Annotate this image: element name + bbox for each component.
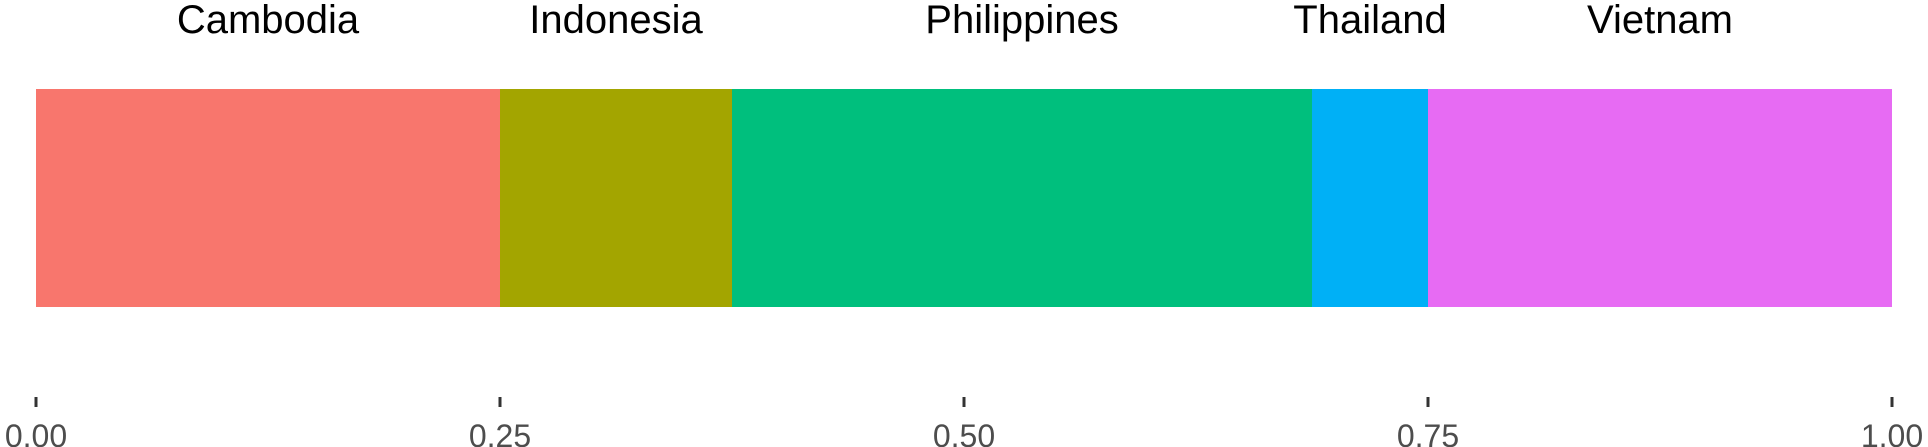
category-label-thailand: Thailand xyxy=(1293,0,1446,42)
category-label-indonesia: Indonesia xyxy=(529,0,703,42)
category-label-vietnam: Vietnam xyxy=(1587,0,1733,42)
bar-segment-cambodia xyxy=(36,89,500,307)
bar-segments xyxy=(36,89,1892,307)
category-label-cambodia: Cambodia xyxy=(177,0,360,42)
bar-segment-philippines xyxy=(732,89,1312,307)
x-axis: 0.00 0.25 0.50 0.75 1.00 xyxy=(5,397,1923,447)
x-tick-label: 0.00 xyxy=(5,418,67,447)
x-tick-label: 0.50 xyxy=(933,418,995,447)
bar-segment-vietnam xyxy=(1428,89,1892,307)
category-label-philippines: Philippines xyxy=(925,0,1118,42)
bar-segment-thailand xyxy=(1312,89,1428,307)
x-tick-label: 1.00 xyxy=(1861,418,1923,447)
x-tick-label: 0.25 xyxy=(469,418,531,447)
category-labels: Cambodia Indonesia Philippines Thailand Viet… xyxy=(177,0,1733,42)
bar-segment-indonesia xyxy=(500,89,732,307)
x-tick-label: 0.75 xyxy=(1397,418,1459,447)
